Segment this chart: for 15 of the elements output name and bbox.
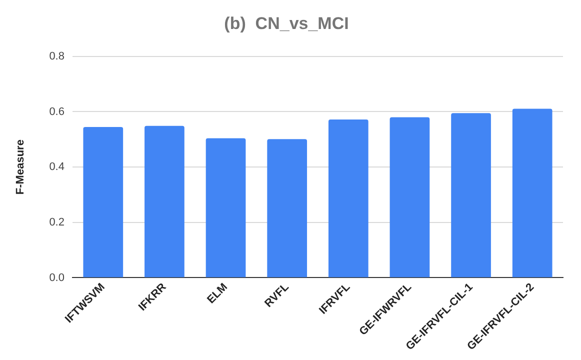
- chart-title: (b) CN_vs_MCI: [224, 14, 349, 33]
- y-tick-label: 0.2: [49, 216, 64, 228]
- y-tick-label: 0.4: [49, 161, 64, 174]
- bar: [328, 119, 368, 278]
- bar: [390, 117, 430, 278]
- y-tick-label: 0.8: [49, 50, 64, 62]
- y-tick-label: 0.0: [49, 272, 64, 284]
- y-tick-label: 0.6: [49, 106, 64, 118]
- bar: [206, 138, 246, 278]
- bar: [144, 126, 184, 278]
- bar: [451, 113, 491, 278]
- bar: [83, 126, 124, 278]
- bar: [512, 108, 552, 278]
- y-axis-title: F-Measure: [14, 140, 27, 195]
- bar: [267, 139, 308, 278]
